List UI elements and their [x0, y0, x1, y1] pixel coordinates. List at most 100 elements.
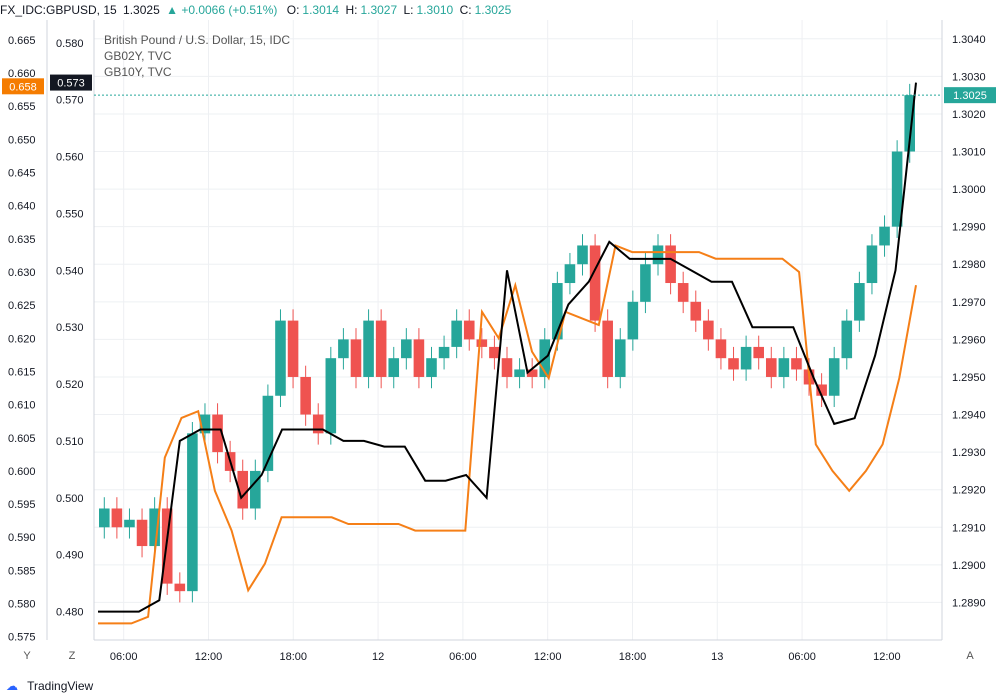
right-current-badge-bg — [944, 87, 996, 104]
footer: ☁ TradingView — [6, 676, 93, 696]
candle-body — [99, 508, 110, 528]
auto-scale-button[interactable]: A — [966, 650, 974, 662]
left-outer-tick: 0.580 — [8, 599, 36, 611]
candle-body — [728, 358, 739, 370]
left-outer-current-badge-text: 0.658 — [9, 81, 37, 93]
candle-body — [552, 283, 563, 340]
left-outer-tick: 0.640 — [8, 201, 36, 213]
candle-body — [690, 301, 702, 321]
candle-body — [438, 346, 450, 359]
candle-body — [627, 301, 639, 340]
left-inner-tick: 0.570 — [56, 95, 84, 107]
candle-body — [338, 339, 349, 359]
left-outer-tick: 0.575 — [8, 632, 36, 644]
left-inner-tick: 0.520 — [56, 379, 84, 391]
candle-body — [816, 384, 827, 396]
right-tick: 1.2890 — [952, 597, 986, 609]
high-value: 1.3027 — [360, 3, 398, 17]
x-tick: 12:00 — [195, 651, 223, 663]
right-tick: 1.3010 — [952, 147, 986, 159]
left-inner-tick: 0.500 — [56, 493, 84, 505]
candle-body — [212, 414, 223, 453]
candle-body — [325, 358, 337, 434]
candle-body — [602, 320, 613, 377]
x-tick: 06:00 — [110, 651, 138, 663]
right-tick: 1.2980 — [952, 259, 986, 271]
left-outer-tick: 0.595 — [8, 499, 36, 511]
z-axis-button[interactable]: Z — [68, 650, 76, 662]
candle-body — [463, 320, 475, 340]
candle-body — [891, 151, 903, 227]
legend-series3[interactable]: GB10Y, TVC — [104, 65, 172, 79]
candle-body — [677, 283, 689, 302]
chart-canvas[interactable]: 0.665 0.660 0.655 0.650 0.645 0.640 0.635 0.630… — [0, 0, 1000, 676]
gb10y-line — [98, 82, 917, 613]
right-tick: 1.3000 — [952, 184, 986, 196]
left-outer-tick: 0.605 — [8, 433, 36, 445]
candle-body — [778, 358, 790, 377]
candle-body — [879, 226, 890, 246]
left-inner-tick: 0.490 — [56, 550, 84, 562]
candle-body — [589, 245, 601, 321]
x-tick: 13 — [711, 651, 723, 663]
candle-body — [111, 508, 123, 528]
left-inner-tick: 0.540 — [56, 265, 84, 277]
candle-body — [841, 320, 853, 359]
change-value: ▲ +0.0066 (+0.51%) — [166, 3, 278, 17]
candle-body — [740, 346, 752, 370]
candle-body — [828, 358, 840, 396]
candle-body — [426, 358, 437, 377]
left-outer-tick: 0.655 — [8, 101, 36, 113]
open-label: O: — [286, 3, 300, 17]
candle-body — [564, 264, 576, 284]
right-tick: 1.2900 — [952, 560, 986, 572]
right-tick: 1.2960 — [952, 334, 986, 346]
candle-body — [275, 320, 286, 396]
left-inner-current-badge-bg — [50, 74, 92, 91]
close-label: C: — [459, 3, 472, 17]
right-tick: 1.3030 — [952, 71, 986, 83]
candle-body — [753, 346, 764, 359]
candle-body — [476, 339, 488, 347]
legend-main[interactable]: British Pound / U.S. Dollar, 15, IDC — [104, 33, 291, 47]
x-tick: 18:00 — [280, 651, 308, 663]
symbol-name[interactable]: FX_IDC:GBPUSD, 15 — [0, 3, 117, 17]
left-outer-tick: 0.630 — [8, 267, 36, 279]
left-outer-tick: 0.660 — [8, 68, 36, 80]
right-tick: 1.2920 — [952, 485, 986, 497]
right-current-badge: 1.3025 — [944, 87, 996, 104]
right-tick: 1.2930 — [952, 447, 986, 459]
candle-body — [640, 264, 651, 302]
candle-body — [451, 320, 462, 347]
low-value: 1.3010 — [416, 3, 454, 17]
candle-body — [262, 395, 274, 471]
right-tick: 1.3020 — [952, 109, 986, 121]
left-inner-tick: 0.510 — [56, 436, 84, 448]
chart-legend: British Pound / U.S. Dollar, 15, IDC GB0… — [104, 32, 290, 80]
x-tick: 06:00 — [788, 651, 816, 663]
candle-body — [250, 470, 261, 509]
gb02y-line — [98, 244, 917, 625]
y-axis-button[interactable]: Y — [23, 650, 31, 662]
low-label: L: — [403, 3, 414, 17]
left-outer-current-badge: 0.658 — [2, 78, 44, 95]
right-tick: 1.2910 — [952, 522, 986, 534]
brand-label[interactable]: TradingView — [27, 679, 94, 693]
candle-body — [791, 358, 802, 370]
right-tick: 1.2940 — [952, 410, 986, 422]
left-outer-tick: 0.650 — [8, 134, 36, 146]
candle-body — [187, 433, 198, 592]
x-tick: 12:00 — [873, 651, 901, 663]
candle-body — [237, 470, 249, 509]
legend-series2[interactable]: GB02Y, TVC — [104, 49, 172, 63]
left-outer-tick: 0.600 — [8, 466, 36, 478]
candle-body — [652, 245, 664, 265]
right-tick: 1.2990 — [952, 222, 986, 234]
left-outer-tick: 0.620 — [8, 333, 36, 345]
high-label: H: — [345, 3, 358, 17]
left-inner-tick: 0.560 — [56, 152, 84, 164]
x-tick: 12:00 — [534, 651, 562, 663]
left-outer-tick: 0.615 — [8, 366, 36, 378]
left-inner-tick: 0.580 — [56, 38, 84, 50]
last-price: 1.3025 — [123, 3, 160, 17]
